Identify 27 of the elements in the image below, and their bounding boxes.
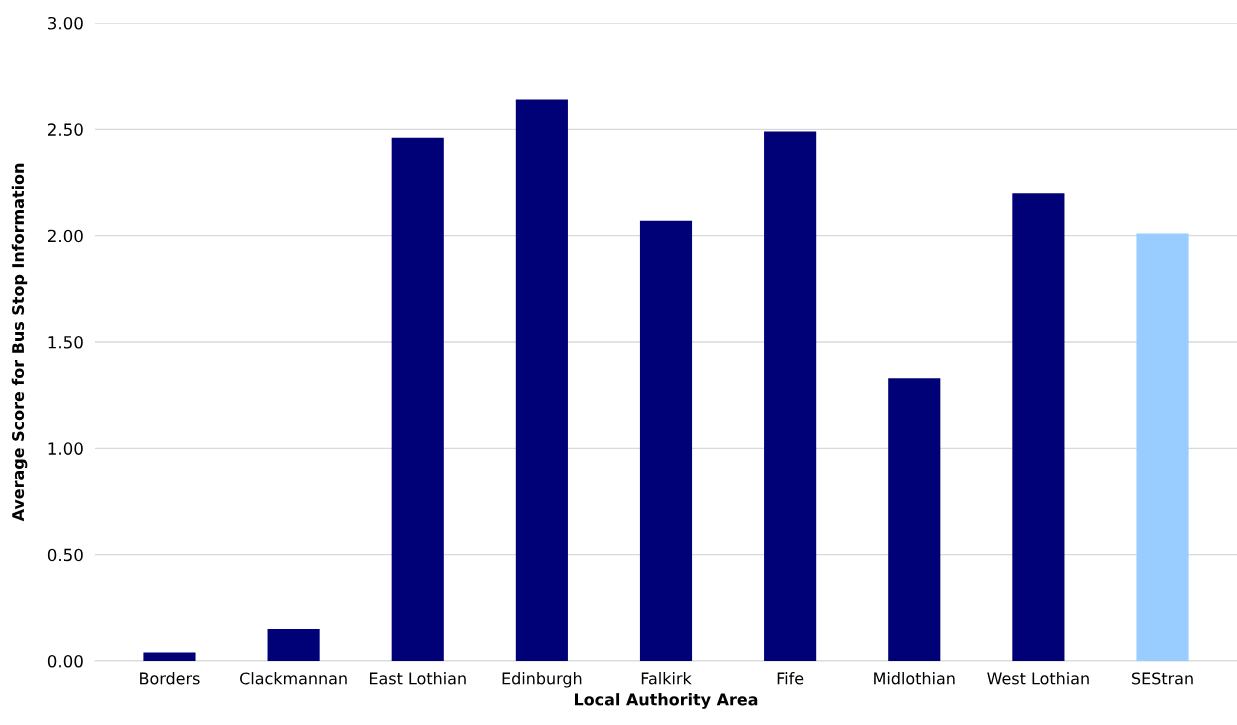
bar (267, 629, 320, 661)
bar (639, 220, 693, 661)
y-tick-label: 2.00 (48, 229, 83, 243)
bar (764, 131, 817, 661)
x-tick-label: Falkirk (641, 672, 692, 685)
y-tick-label: 1.00 (48, 442, 83, 455)
x-tick-label: Fife (777, 672, 804, 685)
y-tick-label: 2.50 (48, 123, 83, 136)
bar (391, 137, 444, 661)
x-tick-label: SEStran (1132, 672, 1193, 685)
x-tick-label: East Lothian (369, 672, 466, 685)
x-tick-label: Borders (140, 672, 200, 685)
y-tick-label: 3.00 (48, 16, 83, 30)
y-axis-title: Average Score for Bus Stop Information (11, 163, 28, 522)
bar (1136, 233, 1189, 661)
bar (143, 652, 196, 661)
bar (1012, 193, 1065, 661)
x-tick-label: Edinburgh (502, 672, 582, 688)
y-tick-label: 0.50 (47, 548, 83, 562)
y-tick-label: 1.50 (48, 335, 83, 349)
y-tick-label: 0.00 (47, 654, 83, 668)
x-tick-label: Midlothian (874, 672, 955, 685)
bar (888, 378, 941, 661)
bar (515, 99, 568, 661)
x-tick-label: Clackmannan (240, 672, 347, 685)
x-axis-title: Local Authority Area (574, 693, 758, 709)
x-tick-label: West Lothian (987, 672, 1089, 685)
